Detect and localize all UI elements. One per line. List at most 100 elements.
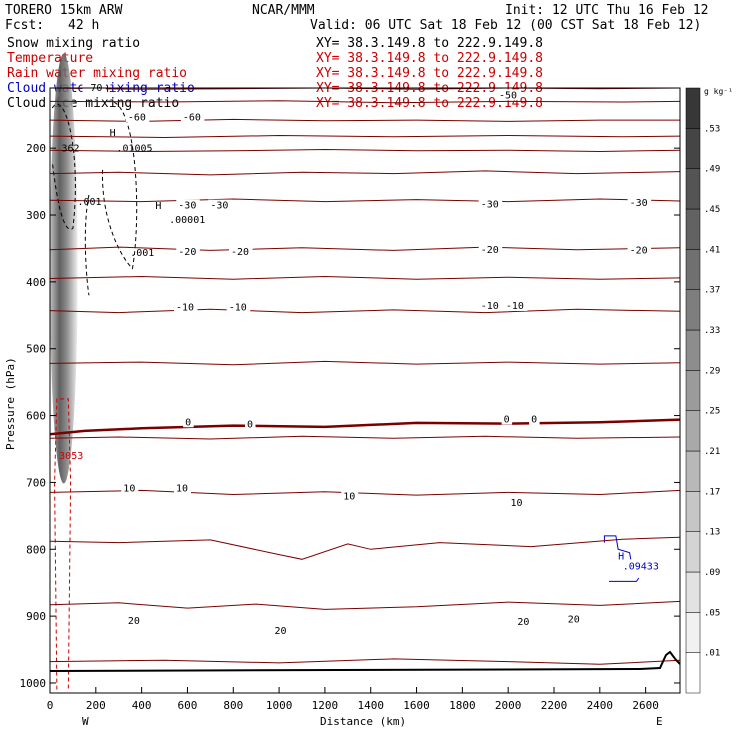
temperature-label: 20 xyxy=(128,616,140,627)
x-tick-label: 2000 xyxy=(495,699,522,712)
colorbar-label: .41 xyxy=(704,245,720,255)
y-axis-label: Pressure (hPa) xyxy=(4,357,17,450)
colorbar-swatch xyxy=(685,571,701,613)
colorbar-label: .25 xyxy=(704,407,720,417)
org-label: NCAR/MMM xyxy=(252,3,315,18)
label-mask xyxy=(341,490,359,502)
temperature-label: 20 xyxy=(275,626,287,637)
temperature-contour xyxy=(49,87,681,90)
label-mask xyxy=(501,413,513,425)
model-title: TORERO 15km ARW xyxy=(5,3,123,18)
temperature-label: -30 xyxy=(178,201,196,212)
colorbar-label: .33 xyxy=(704,326,720,336)
x-tick-label: 2200 xyxy=(541,699,568,712)
colorbar-swatch xyxy=(685,612,701,653)
west-label: W xyxy=(82,715,89,728)
x-axis-label: Distance (km) xyxy=(320,715,406,728)
terrain-line xyxy=(49,650,681,672)
colorbar: .01 .05 .09 .13 .17 .21 .25 .29 .33 .37 .41 .45 .49.… xyxy=(685,87,720,694)
x-tick-label: 1000 xyxy=(266,699,293,712)
legend-entry-xy: XY= 38.3.149.8 to 222.9.149.8 xyxy=(316,96,543,111)
x-tick-label: 1400 xyxy=(357,699,384,712)
x-tick-label: 2400 xyxy=(587,699,614,712)
label-mask xyxy=(208,199,232,211)
temperature-label: -30 xyxy=(210,201,228,212)
temperature-contour xyxy=(49,170,681,176)
temperature-label: 0 xyxy=(247,419,253,430)
colorbar-swatch xyxy=(685,450,701,492)
temperature-label: -60 xyxy=(128,112,146,123)
temperature-label: 0 xyxy=(504,415,510,426)
temperature-contour xyxy=(49,275,681,280)
label-mask xyxy=(627,244,652,256)
y-tick-label: 200 xyxy=(26,142,46,155)
colorbar-label: .49 xyxy=(704,165,720,175)
temperature-label: 20 xyxy=(568,614,580,625)
temperature-label: -50 xyxy=(499,90,517,101)
x-axis-ticks: 0 200 400 600 800 1000 1200 1400 1600 1800 2000 220… xyxy=(47,687,659,712)
temperature-label: -10 xyxy=(229,302,247,313)
temperature-label: -10 xyxy=(176,302,194,313)
colorbar-label: .01 xyxy=(704,649,720,659)
mixing-ratio-label: H xyxy=(155,201,161,212)
mixing-ratio-label: .09433 xyxy=(623,561,659,572)
temperature-label: 10 xyxy=(123,483,135,494)
y-tick-label: 400 xyxy=(26,276,46,289)
temperature-label: -70 xyxy=(84,83,102,94)
label-mask xyxy=(174,482,191,494)
legend: Snow mixing ratio XY= 38.3.149.8 to 222.9… xyxy=(7,36,543,111)
temperature-label: -20 xyxy=(231,247,249,258)
legend-entry-xy: XY= 38.3.149.8 to 222.9.149.8 xyxy=(316,36,543,51)
temperature-contour xyxy=(49,536,681,560)
temperature-contour xyxy=(49,418,681,436)
dashed-contour xyxy=(84,194,90,296)
init-time: Init: 12 UTC Thu 16 Feb 12 xyxy=(505,3,709,18)
colorbar-label: .05 xyxy=(704,608,720,618)
cloud-water-contour xyxy=(603,535,632,560)
temperature-label: -30 xyxy=(481,199,499,210)
temperature-label: 10 xyxy=(176,483,188,494)
colorbar-swatch xyxy=(685,491,701,532)
temperature-label: -10 xyxy=(481,301,499,312)
legend-entry-xy: XY= 38.3.149.8 to 222.9.149.8 xyxy=(316,51,543,66)
mixing-ratio-label: H xyxy=(110,128,116,139)
label-mask xyxy=(121,482,139,494)
temperature-contour xyxy=(49,435,681,440)
plot-frame xyxy=(49,87,681,694)
temperature-label: -20 xyxy=(630,245,648,256)
label-mask xyxy=(529,413,540,425)
colorbar-swatch xyxy=(685,128,701,169)
temperature-label: -10 xyxy=(506,301,524,312)
y-tick-label: 800 xyxy=(26,543,46,556)
snow-shading xyxy=(49,53,78,484)
label-mask xyxy=(125,111,150,123)
colorbar-unit: g kg⁻¹ xyxy=(704,87,733,96)
x-tick-label: 0 xyxy=(47,699,54,712)
contour-labels: -70-60 -60-50-30 -30 -30 -30-20 -20 -20 -20-10-… xyxy=(59,82,659,637)
plot-area: -70-60 -60-50-30 -30 -30 -30-20 -20 -20 -20-10-… xyxy=(20,53,681,712)
label-mask xyxy=(180,111,205,123)
label-mask xyxy=(627,196,652,208)
temperature-label: 0 xyxy=(185,417,191,428)
dashed-contour xyxy=(102,100,138,270)
temperature-contour xyxy=(49,308,681,314)
label-mask xyxy=(125,614,143,626)
mixing-ratio-label: .001 xyxy=(130,248,154,259)
temperature-contour xyxy=(49,658,681,665)
label-mask xyxy=(228,245,253,257)
x-tick-label: 1600 xyxy=(403,699,430,712)
temperature-contour xyxy=(49,489,681,496)
colorbar-swatch xyxy=(685,168,701,210)
temperature-label: -30 xyxy=(630,198,648,209)
label-mask xyxy=(565,613,583,625)
cloud-water-contour xyxy=(608,577,640,582)
temperature-contour xyxy=(49,148,681,153)
colorbar-label: .21 xyxy=(704,447,720,457)
mixing-ratio-label: .00001 xyxy=(169,215,205,226)
y-tick-label: 300 xyxy=(26,209,46,222)
label-mask xyxy=(226,301,251,313)
x-tick-label: 1200 xyxy=(312,699,339,712)
temperature-contour xyxy=(49,246,681,251)
colorbar-swatch xyxy=(685,370,701,411)
